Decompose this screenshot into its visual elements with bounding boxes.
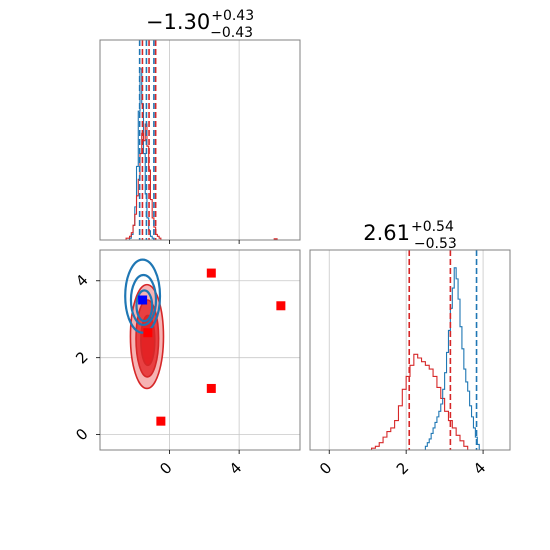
br-frame xyxy=(309,249,511,451)
blue-contour xyxy=(135,289,154,323)
panel-top-left: −1.30+0.43 −0.43 xyxy=(99,8,301,244)
bl-markers xyxy=(138,268,286,426)
br-title-sup: +0.54 xyxy=(411,219,454,235)
marker-red_marker xyxy=(206,383,216,393)
bl-y-tick-label: 0 xyxy=(72,425,91,444)
hist-blue-series xyxy=(424,267,480,450)
bl-x-tick-label: 0 xyxy=(156,459,175,478)
tl-grid xyxy=(169,40,240,240)
tl-title-sup: +0.43 xyxy=(211,8,254,24)
bl-x-tick-label: 4 xyxy=(226,459,245,478)
tl-title-sub: −0.43 xyxy=(210,25,253,41)
br-tick-label: 2 xyxy=(393,459,412,478)
blue-contour xyxy=(129,273,158,327)
marker-red_marker xyxy=(143,328,153,338)
marker-red_marker xyxy=(276,301,286,311)
bl-contours xyxy=(124,258,165,390)
bl-y-tick-label: 2 xyxy=(72,348,91,367)
tl-title: −1.30+0.43 −0.43 xyxy=(146,8,254,41)
br-tick-label: 0 xyxy=(316,459,335,478)
bl-y-tick-label: 4 xyxy=(72,271,91,290)
tl-quantile-lines xyxy=(138,40,157,240)
br-title: 2.61+0.54 −0.53 xyxy=(363,219,457,252)
hist-red-series xyxy=(370,353,469,450)
marker-red_marker xyxy=(156,416,166,426)
br-title-sub: −0.53 xyxy=(414,236,457,252)
br-tick-label: 4 xyxy=(470,459,489,478)
br-ticks: 0 2 4 xyxy=(316,450,489,478)
bl-frame xyxy=(99,249,301,451)
tl-ticks xyxy=(169,240,240,244)
br-title-main: 2.61 xyxy=(363,221,410,245)
panel-bottom-left: 0 4 0 2 4 xyxy=(72,249,301,478)
tl-frame xyxy=(99,39,301,241)
br-histograms xyxy=(370,267,480,450)
blue-contour xyxy=(124,258,162,334)
marker-red_marker xyxy=(206,268,216,278)
tl-title-main: −1.30 xyxy=(146,10,210,34)
br-quantile-lines xyxy=(408,250,478,450)
marker-blue_marker xyxy=(138,295,148,305)
bl-grid xyxy=(100,250,300,450)
panel-bottom-right: 0 2 4 2.61+0.54 −0.53 xyxy=(309,219,511,478)
br-grid xyxy=(328,250,484,450)
